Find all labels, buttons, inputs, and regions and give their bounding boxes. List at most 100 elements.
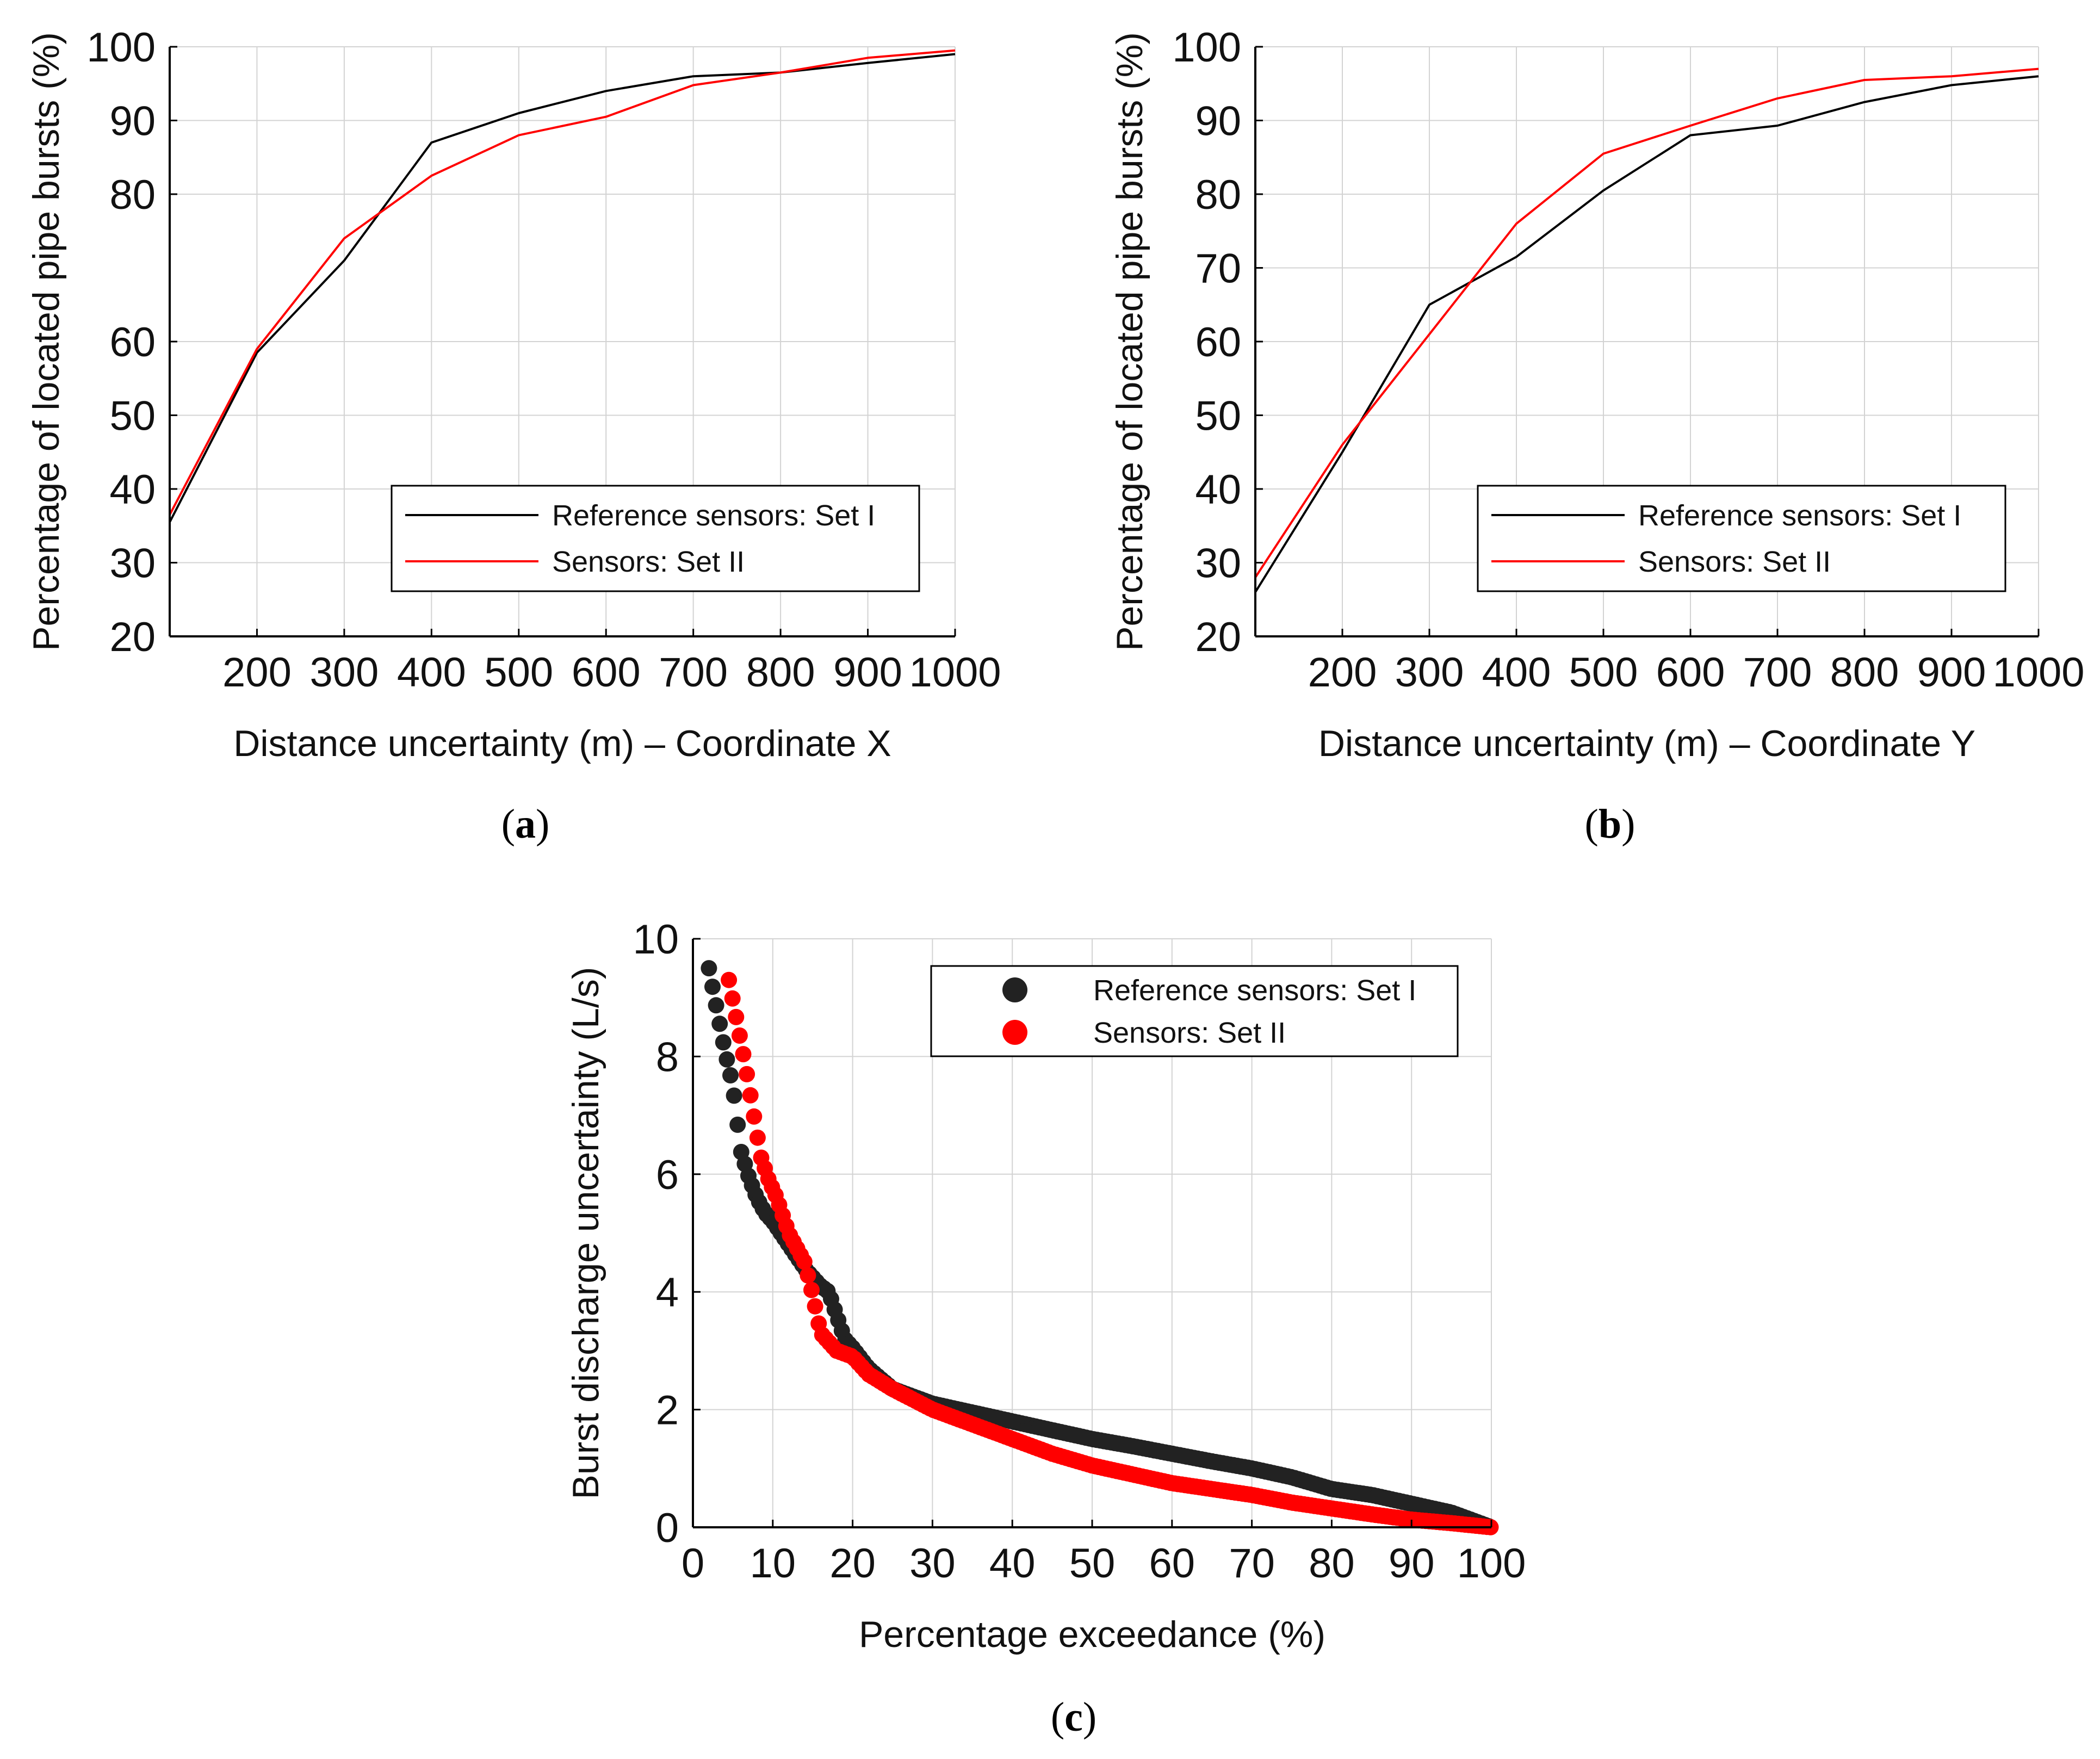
panel-b-x-tick-label: 700 bbox=[1743, 649, 1812, 696]
panel-c-series bbox=[701, 960, 1499, 1535]
panel-b-y-tick-label: 80 bbox=[1195, 172, 1241, 218]
panel-c-x-tick-label: 20 bbox=[829, 1540, 876, 1587]
panel-c-y-tick-label: 8 bbox=[656, 1034, 679, 1080]
panel-c-point-set1 bbox=[718, 1051, 735, 1068]
panel-a-x-tick-label: 300 bbox=[309, 649, 379, 696]
panel-a-x-tick-label: 700 bbox=[659, 649, 728, 696]
panel-c: 0 10 20 30 40 50 60 70 80 90 100 0 2 4 6 8 10 Percentage… bbox=[565, 916, 1526, 1740]
panel-c-point-set1 bbox=[722, 1067, 739, 1083]
panel-c-legend: Reference sensors: Set I Sensors: Set II bbox=[930, 965, 1459, 1057]
panel-a-legend-label-set2: Sensors: Set II bbox=[552, 546, 745, 578]
panel-b-legend-label-set1: Reference sensors: Set I bbox=[1638, 499, 1961, 532]
panel-a-x-tick-label: 400 bbox=[397, 649, 466, 696]
panel-c-y-tick-label: 4 bbox=[656, 1269, 679, 1316]
panel-c-legend-label-set1: Reference sensors: Set I bbox=[1093, 974, 1416, 1007]
panel-c-point-set2 bbox=[721, 971, 738, 988]
panel-b-x-tick-label: 300 bbox=[1395, 649, 1464, 696]
panel-c-legend-label-set2: Sensors: Set II bbox=[1093, 1017, 1286, 1049]
panel-b-y-tick-label: 30 bbox=[1195, 541, 1241, 587]
panel-b-y-tick-label: 70 bbox=[1195, 246, 1241, 292]
panel-c-legend-marker-set1 bbox=[1002, 977, 1027, 1002]
panel-b-y-tick-label: 90 bbox=[1195, 98, 1241, 145]
panel-c-x-tick-label: 80 bbox=[1309, 1540, 1355, 1587]
panel-a-x-tick-label: 800 bbox=[746, 649, 815, 696]
panel-a-ticks: 200 300 400 500 600 700 800 900 1000 20 30 40 50 60 80… bbox=[86, 24, 1001, 696]
panel-b-legend-label-set2: Sensors: Set II bbox=[1638, 546, 1831, 578]
panel-a-y-tick-label: 80 bbox=[109, 172, 156, 218]
panel-c-point-set2 bbox=[724, 990, 741, 1007]
panel-c-x-axis-label: Percentage exceedance (%) bbox=[859, 1614, 1325, 1655]
panel-b-series-line-set1 bbox=[1254, 75, 2039, 593]
panel-c-caption: (c) bbox=[1051, 1694, 1097, 1740]
panel-b-series-line-set2 bbox=[1254, 67, 2039, 578]
panel-c-y-tick-label: 0 bbox=[656, 1505, 679, 1551]
panel-b-x-tick-label: 600 bbox=[1656, 649, 1725, 696]
panel-a-x-tick-label: 600 bbox=[572, 649, 641, 696]
panel-c-point-set2 bbox=[796, 1253, 813, 1270]
panel-c-x-tick-label: 0 bbox=[682, 1540, 704, 1587]
panel-b-caption: (b) bbox=[1585, 801, 1636, 847]
panel-b-x-tick-label: 800 bbox=[1830, 649, 1899, 696]
panel-a-y-tick-label: 20 bbox=[109, 614, 156, 660]
panel-b-legend-box bbox=[1477, 485, 2006, 592]
panel-b-x-tick-label: 500 bbox=[1569, 649, 1638, 696]
panel-c-y-axis-label: Burst discharge uncertainty (L/s) bbox=[565, 967, 606, 1500]
panel-c-x-tick-label: 10 bbox=[750, 1540, 796, 1587]
panel-a-series bbox=[169, 49, 956, 523]
panel-b-y-tick-label: 50 bbox=[1195, 393, 1241, 439]
panel-a: 200 300 400 500 600 700 800 900 1000 20 30 40 50 60 80… bbox=[26, 24, 1001, 847]
panel-c-point-set2 bbox=[742, 1087, 759, 1104]
panel-c-point-set2 bbox=[739, 1066, 755, 1082]
panel-a-legend-box bbox=[391, 485, 920, 592]
panel-a-legend: Reference sensors: Set I Sensors: Set II bbox=[391, 485, 920, 592]
panel-b-x-axis-label: Distance uncertainty (m) – Coordinate Y bbox=[1318, 723, 1975, 764]
panel-c-point-set1 bbox=[701, 960, 717, 977]
panel-c-point-set1 bbox=[708, 997, 724, 1014]
panel-a-series-line-set1 bbox=[169, 53, 956, 523]
panel-b-y-tick-label: 60 bbox=[1195, 319, 1241, 366]
panel-b-y-tick-label: 20 bbox=[1195, 614, 1241, 660]
panel-c-y-tick-label: 6 bbox=[656, 1152, 679, 1198]
panel-b-x-tick-label: 1000 bbox=[1992, 649, 2084, 696]
panel-a-y-axis-label: Percentage of located pipe bursts (%) bbox=[26, 32, 67, 651]
panel-a-caption-letter: a bbox=[515, 801, 536, 847]
panel-b-legend: Reference sensors: Set I Sensors: Set II bbox=[1477, 485, 2006, 592]
panel-c-axes bbox=[692, 938, 1492, 1528]
panel-a-y-tick-label: 50 bbox=[109, 393, 156, 439]
panel-b-ticks: 200 300 400 500 600 700 800 900 1000 20 30 40 50 60 70… bbox=[1172, 24, 2084, 696]
panel-a-x-tick-label: 900 bbox=[833, 649, 902, 696]
panel-a-series-line-set2 bbox=[169, 49, 956, 516]
panel-b-y-tick-label: 40 bbox=[1195, 467, 1241, 513]
panel-b-x-tick-label: 400 bbox=[1482, 649, 1551, 696]
panel-c-point-set2 bbox=[800, 1267, 816, 1284]
panel-a-x-tick-label: 500 bbox=[484, 649, 553, 696]
panel-c-y-tick-label: 2 bbox=[656, 1388, 679, 1434]
panel-c-point-set1 bbox=[704, 978, 721, 995]
panel-c-x-tick-label: 100 bbox=[1457, 1540, 1526, 1587]
panel-c-point-set2 bbox=[728, 1008, 745, 1025]
panel-a-legend-label-set1: Reference sensors: Set I bbox=[552, 499, 875, 532]
panel-c-x-tick-label: 70 bbox=[1229, 1540, 1275, 1587]
panel-c-point-set2 bbox=[749, 1129, 766, 1146]
panel-a-y-tick-label: 60 bbox=[109, 319, 156, 366]
panel-c-x-tick-label: 40 bbox=[989, 1540, 1036, 1587]
panel-c-caption-letter: c bbox=[1064, 1694, 1083, 1740]
panel-a-y-tick-label: 40 bbox=[109, 467, 156, 513]
panel-b-x-tick-label: 200 bbox=[1308, 649, 1377, 696]
panel-c-point-set2 bbox=[807, 1298, 823, 1315]
panel-a-x-tick-label: 200 bbox=[222, 649, 292, 696]
panel-c-point-set2 bbox=[735, 1046, 752, 1063]
panel-c-point-set1 bbox=[711, 1015, 728, 1032]
panel-c-x-tick-label: 50 bbox=[1069, 1540, 1116, 1587]
panel-a-x-tick-label: 1000 bbox=[909, 649, 1001, 696]
panel-c-x-tick-label: 60 bbox=[1149, 1540, 1195, 1587]
panel-c-legend-marker-set2 bbox=[1002, 1020, 1027, 1045]
panel-b-y-tick-label: 100 bbox=[1172, 24, 1241, 71]
panel-b-axes bbox=[1254, 46, 2040, 637]
panel-c-y-tick-label: 10 bbox=[633, 916, 679, 963]
panel-c-point-set1 bbox=[715, 1034, 732, 1051]
panel-c-point-set2 bbox=[731, 1027, 748, 1044]
panel-b: 200 300 400 500 600 700 800 900 1000 20 30 40 50 60 70… bbox=[1109, 24, 2085, 847]
panel-a-x-axis-label: Distance uncertainty (m) – Coordinate X bbox=[233, 723, 891, 764]
